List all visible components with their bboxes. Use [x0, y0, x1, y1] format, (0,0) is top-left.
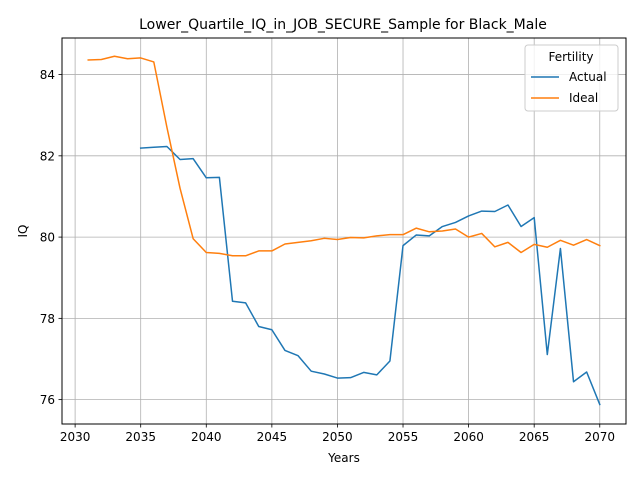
- series-line-ideal: [87, 55, 601, 257]
- x-tick-label: 2035: [125, 430, 156, 444]
- x-tick-label: 2065: [519, 430, 550, 444]
- y-tick-label: 76: [40, 393, 55, 407]
- x-tick-label: 2045: [257, 430, 288, 444]
- x-tick-label: 2050: [322, 430, 353, 444]
- plot-area-frame: [61, 37, 627, 425]
- series-line-actual: [139, 145, 601, 406]
- x-tick-label: 2040: [191, 430, 222, 444]
- chart-title: Lower_Quartile_IQ_in_JOB_SECURE_Sample f…: [139, 17, 547, 33]
- y-tick-label: 82: [40, 149, 55, 163]
- y-tick-label: 80: [40, 231, 55, 245]
- x-tick-label: 2070: [584, 430, 615, 444]
- y-tick-label: 84: [40, 68, 55, 82]
- y-axis: 76 78 80 82 84: [40, 68, 62, 407]
- x-axis: 2030 2035 2040 2045 2050 2055 2060 2065 2070: [60, 424, 615, 444]
- legend-label-ideal: Ideal: [569, 91, 598, 105]
- x-tick-label: 2055: [388, 430, 419, 444]
- legend-title: Fertility: [548, 50, 593, 64]
- y-tick-label: 78: [40, 312, 55, 326]
- legend-box: [524, 44, 619, 112]
- y-axis-label: IQ: [16, 225, 30, 238]
- series-lines: [87, 55, 601, 406]
- legend-label-actual: Actual: [569, 70, 607, 84]
- x-tick-label: 2060: [453, 430, 484, 444]
- legend: Fertility Actual Ideal: [524, 44, 619, 112]
- x-tick-label: 2030: [60, 430, 91, 444]
- x-axis-label: Years: [327, 451, 360, 465]
